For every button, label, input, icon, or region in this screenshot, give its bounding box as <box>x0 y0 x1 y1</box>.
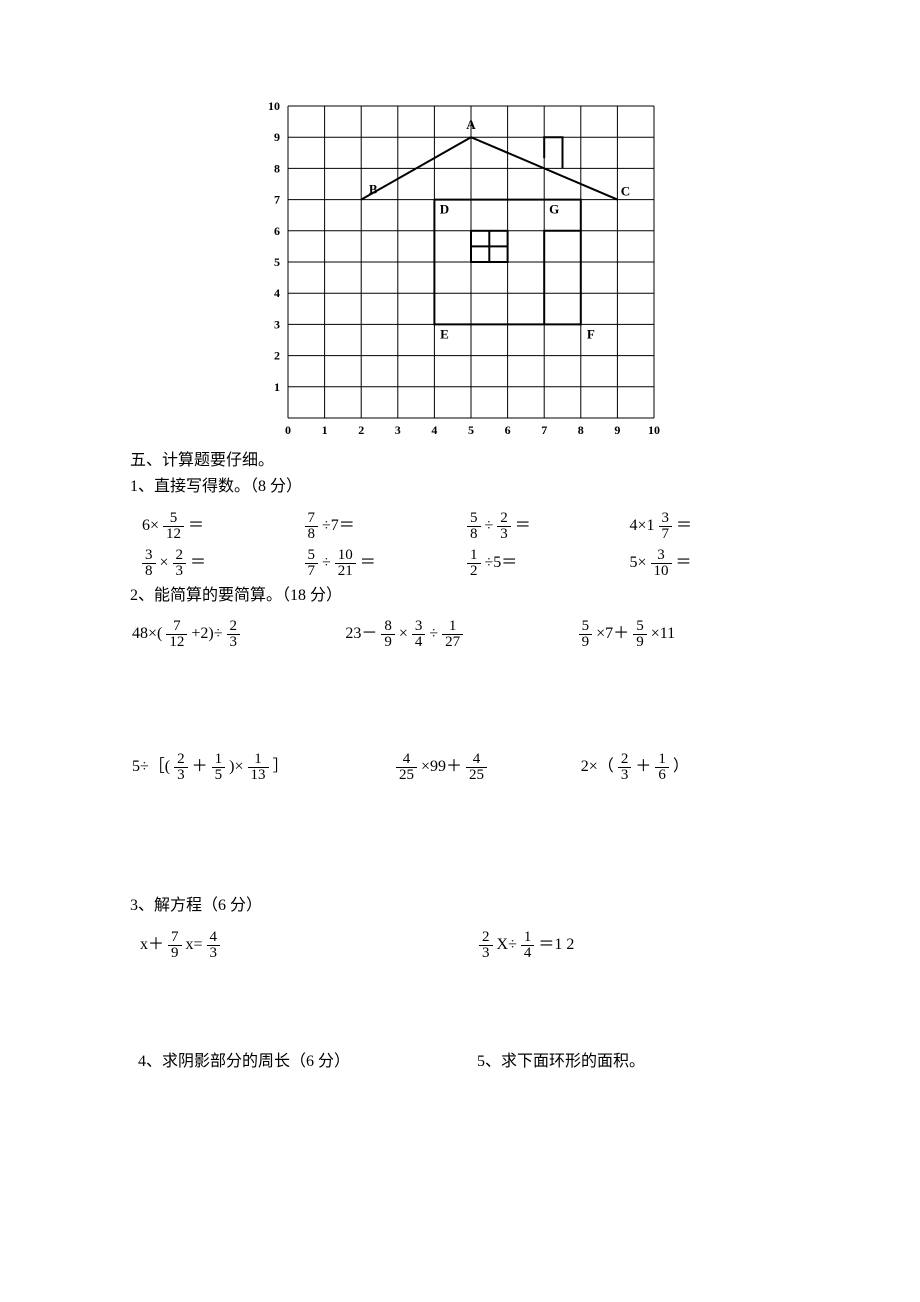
q4-q5-row: 4、求阴影部分的周长（6 分） 5、求下面环形的面积。 <box>130 1051 790 1073</box>
simplify-item: 2×（ 23 ＋ 16 ） <box>579 752 790 783</box>
svg-text:7: 7 <box>274 193 280 207</box>
mental-item: 12 ÷5＝ <box>465 548 628 579</box>
mental-row-1: 6× 512 ＝ 78 ÷7＝ 58 ÷ 23 ＝ 4×1 37 ＝ <box>130 511 790 542</box>
equation-left: x＋ 79 x= 43 <box>130 930 477 961</box>
equation-right: 23 X÷ 14 ＝1 2 <box>477 930 790 961</box>
mental-item: 4×1 37 ＝ <box>628 511 791 542</box>
q3-heading: 3、解方程（6 分） <box>130 895 790 917</box>
mental-row-2: 38 × 23 ＝ 57 ÷ 1021 ＝ 12 ÷5＝ 5× 310 ＝ <box>130 548 790 579</box>
svg-text:9: 9 <box>274 130 280 144</box>
q1-heading: 1、直接写得数。（8 分） <box>130 476 790 498</box>
svg-text:D: D <box>440 202 449 217</box>
svg-text:5: 5 <box>468 423 474 437</box>
document-page: 0 1 2 3 4 5 6 7 8 9 10 1 2 3 4 5 6 7 8 9 10 A B C D G E F 五、计算题要仔细。… <box>0 0 920 1153</box>
svg-text:4: 4 <box>274 286 280 300</box>
svg-text:A: A <box>466 117 476 132</box>
svg-text:B: B <box>369 182 378 197</box>
equations-row: x＋ 79 x= 43 23 X÷ 14 ＝1 2 <box>130 930 790 961</box>
grid-diagram: 0 1 2 3 4 5 6 7 8 9 10 1 2 3 4 5 6 7 8 9 10 A B C D G E F <box>260 100 660 440</box>
simplify-item: 5÷［( 23 ＋ 15 )× 113 ］ <box>130 752 394 783</box>
svg-text:10: 10 <box>268 100 280 113</box>
q4-text: 4、求阴影部分的周长（6 分） <box>130 1051 477 1073</box>
mental-item: 38 × 23 ＝ <box>140 548 303 579</box>
svg-text:1: 1 <box>274 380 280 394</box>
simplify-row-2: 5÷［( 23 ＋ 15 )× 113 ］ 425 ×99＋ 425 2×（ 2… <box>130 752 790 783</box>
simplify-item: 59 ×7＋ 59 ×11 <box>557 619 790 650</box>
svg-text:1: 1 <box>322 423 328 437</box>
simplify-item: 23－ 89 × 34 ÷ 127 <box>343 619 556 650</box>
svg-text:C: C <box>621 184 630 199</box>
house-grid-figure: 0 1 2 3 4 5 6 7 8 9 10 1 2 3 4 5 6 7 8 9 10 A B C D G E F <box>130 100 790 440</box>
mental-item: 58 ÷ 23 ＝ <box>465 511 628 542</box>
mental-item: 5× 310 ＝ <box>628 548 791 579</box>
svg-text:E: E <box>440 326 449 341</box>
svg-text:4: 4 <box>431 423 437 437</box>
svg-text:6: 6 <box>274 224 280 238</box>
q5-text: 5、求下面环形的面积。 <box>477 1051 790 1073</box>
svg-text:F: F <box>587 326 595 341</box>
svg-text:5: 5 <box>274 255 280 269</box>
mental-item: 78 ÷7＝ <box>303 511 466 542</box>
svg-text:2: 2 <box>358 423 364 437</box>
svg-text:8: 8 <box>578 423 584 437</box>
q2-heading: 2、能简算的要简算。（18 分） <box>130 585 790 607</box>
svg-text:G: G <box>549 202 559 217</box>
mental-item: 57 ÷ 1021 ＝ <box>303 548 466 579</box>
svg-text:7: 7 <box>541 423 547 437</box>
svg-text:10: 10 <box>648 423 660 437</box>
svg-text:8: 8 <box>274 161 280 175</box>
svg-text:3: 3 <box>274 317 280 331</box>
simplify-item: 48×( 712 +2)÷ 23 <box>130 619 343 650</box>
simplify-row-1: 48×( 712 +2)÷ 23 23－ 89 × 34 ÷ 127 59 ×7… <box>130 619 790 650</box>
simplify-item: 425 ×99＋ 425 <box>394 752 579 783</box>
svg-text:9: 9 <box>614 423 620 437</box>
svg-text:6: 6 <box>505 423 511 437</box>
mental-item: 6× 512 ＝ <box>140 511 303 542</box>
svg-text:2: 2 <box>274 349 280 363</box>
section-5-heading: 五、计算题要仔细。 <box>130 450 790 472</box>
svg-text:0: 0 <box>285 423 291 437</box>
svg-text:3: 3 <box>395 423 401 437</box>
